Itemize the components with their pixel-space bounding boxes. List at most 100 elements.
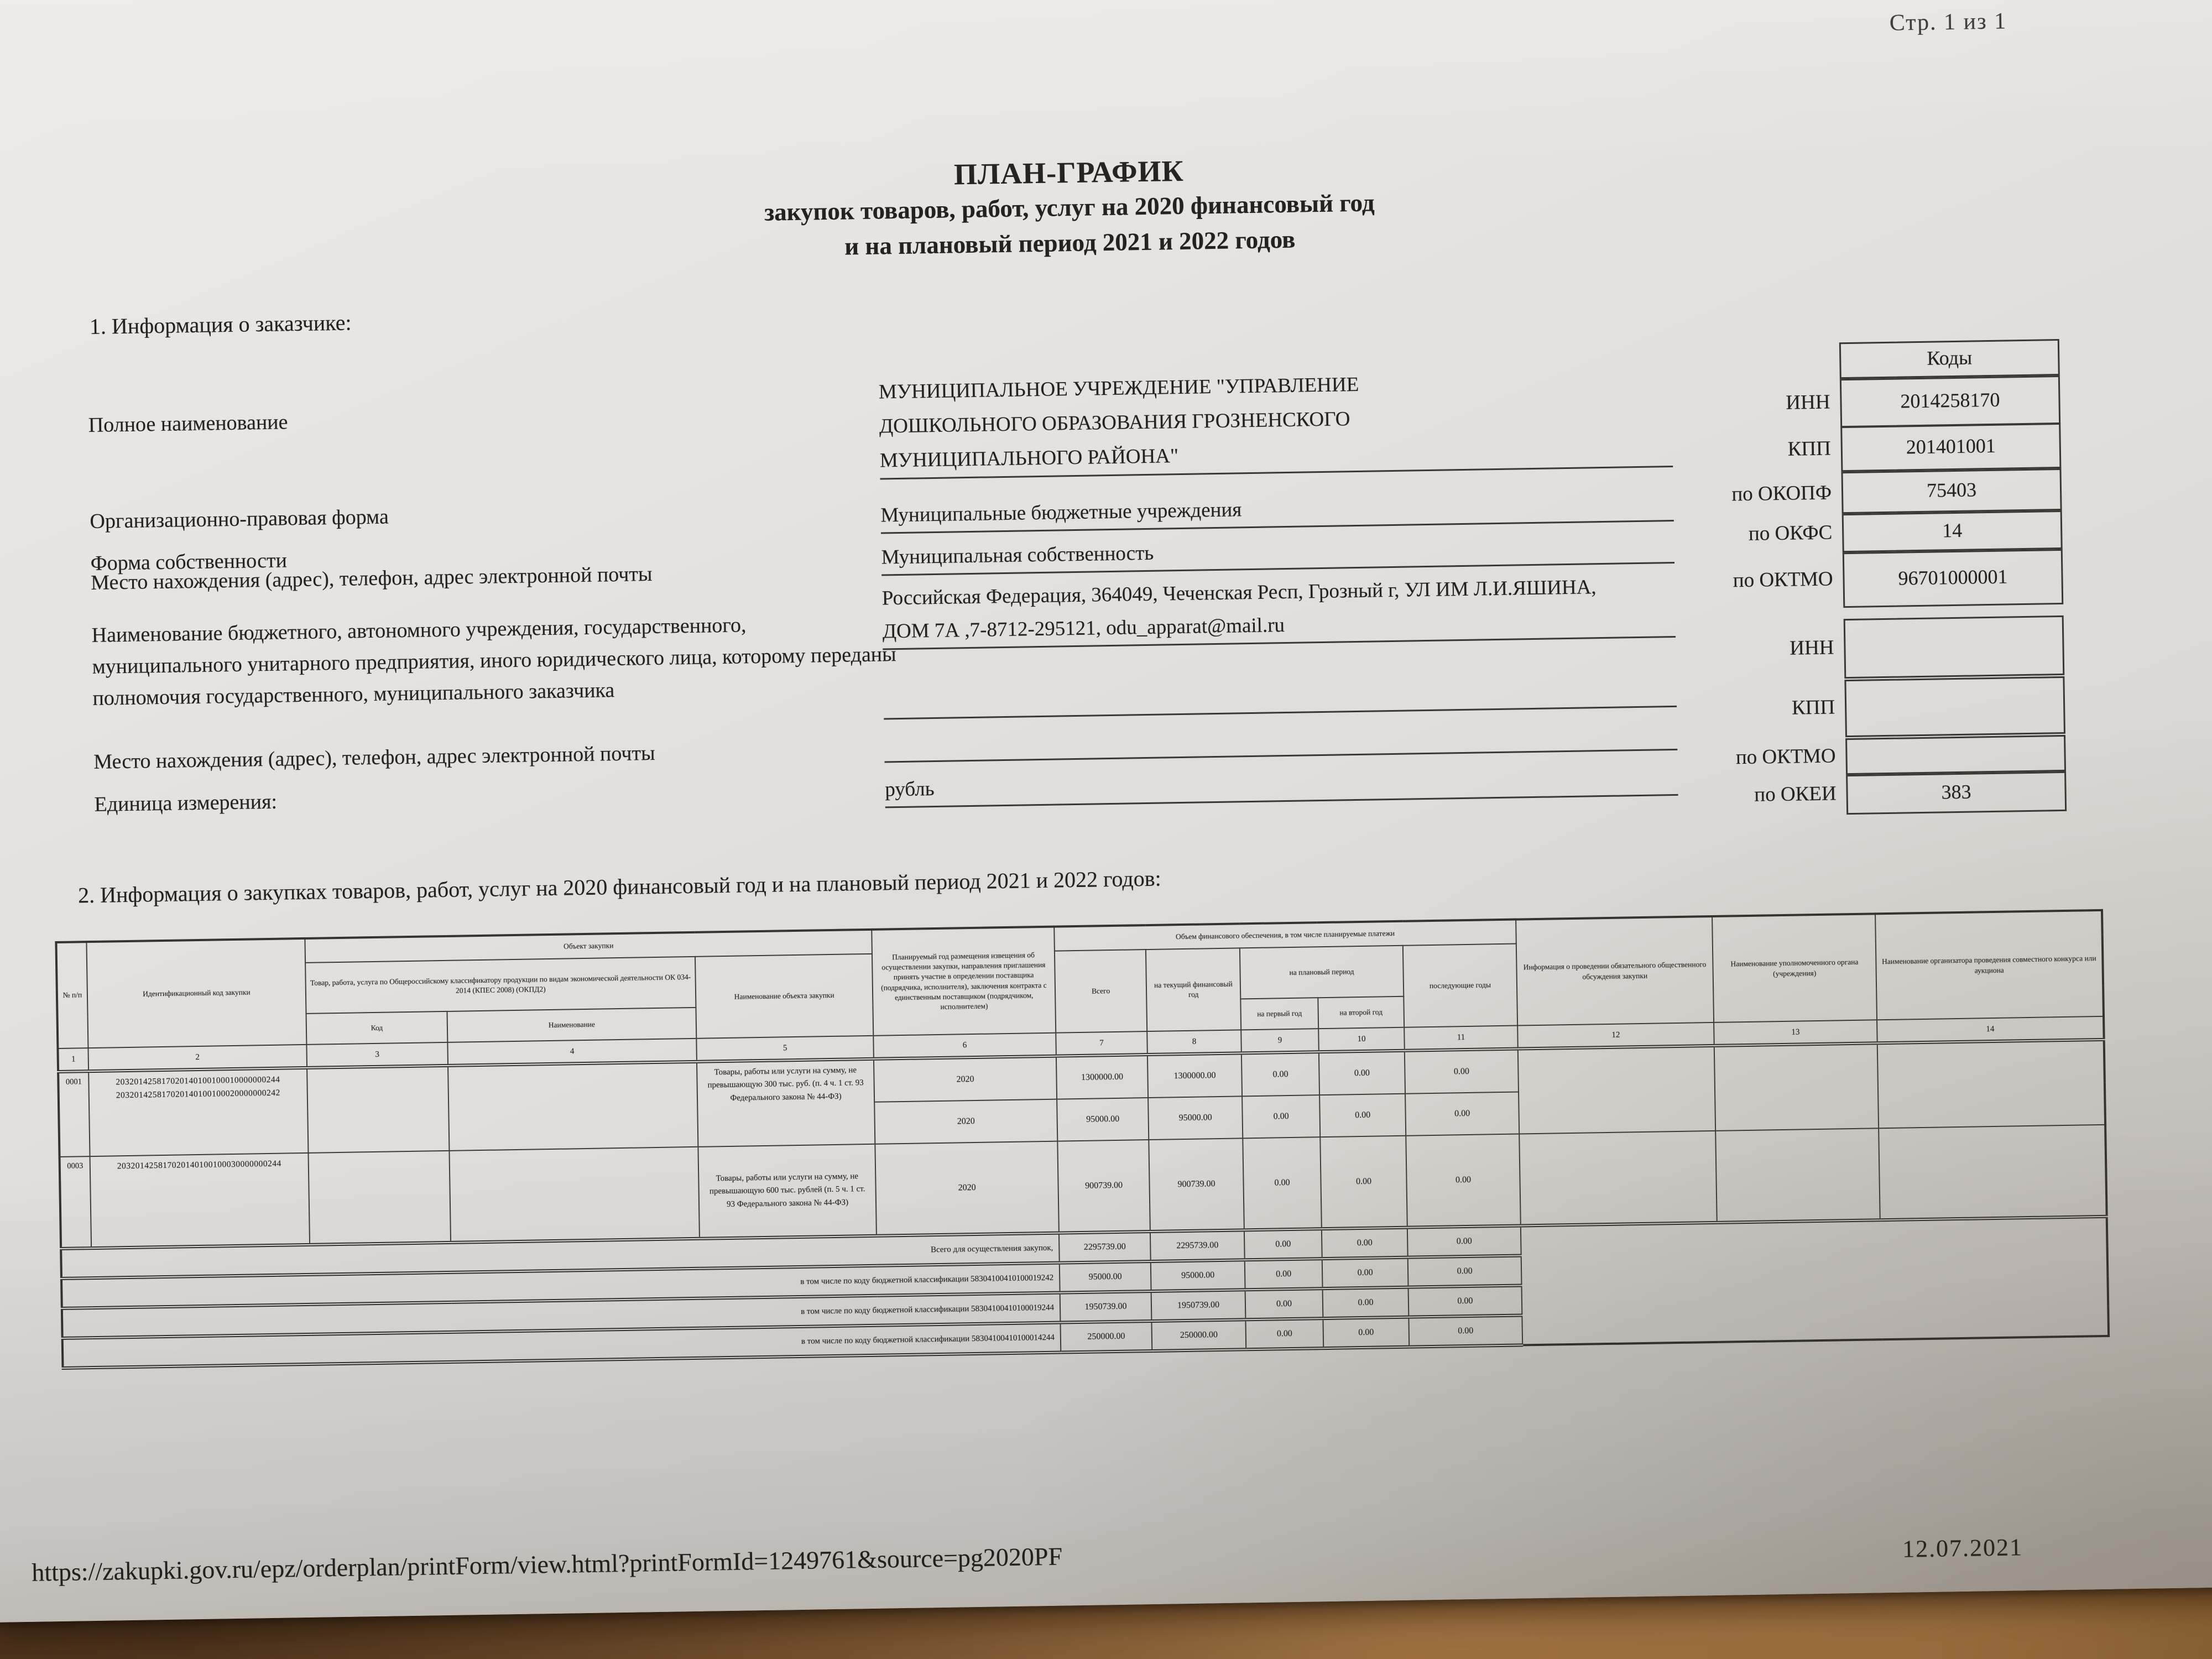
col-number: 10 — [1318, 1027, 1405, 1052]
total-cell: 1950739.00 — [1060, 1291, 1152, 1323]
col-number: 6 — [873, 1032, 1056, 1059]
col-header-ikz: Идентификационный код закупки — [86, 938, 307, 1048]
cell-current-year: 900739.00 — [1149, 1138, 1244, 1232]
cell-subsequent-years: 0.00 — [1404, 1048, 1519, 1094]
code-label-oktmo-2: по ОКТМО — [1735, 744, 1836, 769]
field-value-budget-institution-empty — [883, 674, 1677, 720]
document-content: Стр. 1 из 1 ПЛАН-ГРАФИК закупок товаров,… — [31, 8, 2110, 1587]
section2-heading: 2. Информация о закупках товаров, работ,… — [77, 865, 1162, 908]
code-label-kpp-2: КПП — [1791, 696, 1835, 719]
code-label-okei: по ОКЕИ — [1754, 782, 1837, 806]
total-cell: 0.00 — [1407, 1255, 1522, 1287]
col-number: 12 — [1517, 1022, 1714, 1049]
field-value-full-name: МУНИЦИПАЛЬНОЕ УЧРЕЖДЕНИЕ "УПРАВЛЕНИЕ ДОШ… — [878, 363, 1673, 480]
empty-cell — [1714, 1043, 1879, 1131]
col-header-okpd: Товар, работа, услуга по Общероссийскому… — [305, 956, 696, 1014]
code-value-inn-2 — [1843, 615, 2065, 679]
total-cell: 0.00 — [1245, 1288, 1323, 1320]
col-header-discussion: Информация о проведении обязательного об… — [1516, 916, 1714, 1026]
col-header-second-year: на второй год — [1318, 996, 1405, 1029]
total-cell: 0.00 — [1408, 1315, 1523, 1347]
section1-heading: 1. Информация о заказчике: — [89, 310, 352, 339]
empty-cell — [1879, 1124, 2107, 1220]
code-value-okei: 383 — [1846, 771, 2067, 815]
total-cell: 0.00 — [1322, 1287, 1409, 1319]
field-value-unit: рубль — [884, 760, 1678, 808]
total-cell: 0.00 — [1321, 1227, 1408, 1259]
code-value-okfs: 14 — [1841, 510, 2063, 553]
footer-url: https://zakupki.gov.ru/epz/orderplan/pri… — [31, 1542, 1063, 1587]
cell-total: 95000.00 — [1057, 1098, 1149, 1141]
field-value-text: рубль — [884, 778, 935, 801]
field-value-ownership-form: Муниципальная собственность — [881, 528, 1675, 576]
footer-date: 12.07.2021 — [1902, 1533, 2023, 1563]
col-header-okpd-name: Наименование — [447, 1007, 697, 1042]
cell-total: 1300000.00 — [1056, 1055, 1149, 1099]
field-label-budget-institution: Наименование бюджетного, автономного учр… — [91, 613, 896, 710]
col-number: 1 — [58, 1048, 89, 1072]
col-number: 4 — [447, 1038, 697, 1066]
code-label-kpp: КПП — [1787, 437, 1832, 461]
total-cell: 0.00 — [1244, 1259, 1323, 1290]
cell-total: 900739.00 — [1057, 1140, 1150, 1233]
code-label-okopf: по ОКОПФ — [1731, 481, 1832, 506]
cell-current-year: 95000.00 — [1148, 1096, 1243, 1140]
col-header-subsequent-years: последующие годы — [1402, 943, 1518, 1027]
cell-second-year: 0.00 — [1320, 1135, 1407, 1229]
total-cell: 2295739.00 — [1058, 1232, 1151, 1263]
code-label-inn: ИНН — [1786, 390, 1830, 414]
cell-first-year: 0.00 — [1242, 1095, 1321, 1139]
field-label-org-form: Организационно-правовая форма — [90, 505, 389, 533]
total-cell: 2295739.00 — [1150, 1230, 1245, 1261]
empty-cell — [448, 1061, 698, 1151]
field-label-full-name: Полное наименование — [88, 410, 288, 437]
code-label-oktmo: по ОКТМО — [1733, 567, 1833, 592]
code-value-oktmo: 96701000001 — [1842, 549, 2064, 608]
cell-year: 2020 — [874, 1099, 1058, 1144]
cell-year: 2020 — [875, 1141, 1059, 1236]
col-header-total: Всего — [1054, 950, 1147, 1033]
code-value-kpp-2 — [1844, 676, 2065, 738]
total-cell: 0.00 — [1408, 1285, 1522, 1317]
col-header-planning-period: на плановый период — [1239, 945, 1404, 999]
col-number: 3 — [306, 1042, 448, 1068]
col-number: 11 — [1404, 1025, 1518, 1051]
total-cell: 0.00 — [1245, 1318, 1324, 1350]
code-value-inn: 2014258170 — [1839, 375, 2061, 428]
field-value-text: Российская Федерация, 364049, Чеченская … — [881, 576, 1597, 643]
document-title: ПЛАН-ГРАФИК закупок товаров, работ, услу… — [543, 147, 1595, 269]
total-cell: 250000.00 — [1151, 1319, 1246, 1351]
codes-header-box: Коды — [1839, 338, 2060, 379]
total-cell: 0.00 — [1323, 1317, 1410, 1349]
empty-cell — [308, 1150, 451, 1245]
col-number: 8 — [1147, 1030, 1241, 1055]
total-cell: 0.00 — [1322, 1257, 1408, 1289]
cell-first-year: 0.00 — [1243, 1137, 1322, 1230]
col-header-year: Планируемый год размещения извещения об … — [872, 926, 1056, 1036]
col-number: 2 — [88, 1044, 307, 1072]
code-value-okopf: 75403 — [1841, 468, 2062, 514]
col-number: 14 — [1877, 1016, 2104, 1044]
total-cell: 0.00 — [1407, 1225, 1521, 1258]
col-header-first-year: на первый год — [1240, 998, 1319, 1030]
col-header-authority: Наименование уполномоченного органа (учр… — [1712, 914, 1877, 1022]
code-value-kpp: 201401001 — [1840, 422, 2062, 472]
cell-ikz: 203201425817020140100100030000000244 — [90, 1152, 310, 1249]
field-label-address-2: Место нахождения (адрес), телефон, адрес… — [93, 741, 655, 774]
empty-cell — [1517, 1045, 1716, 1134]
field-value-text: Муниципальные бюджетные учреждения — [880, 498, 1242, 527]
page-indicator: Стр. 1 из 1 — [1889, 8, 2007, 36]
total-cell: 95000.00 — [1150, 1260, 1245, 1291]
cell-first-year: 0.00 — [1241, 1052, 1320, 1097]
col-header-okpd-code: Код — [306, 1011, 448, 1045]
field-value-org-form: Муниципальные бюджетные учреждения — [880, 486, 1674, 534]
field-value-text: Муниципальная собственность — [881, 541, 1154, 569]
col-number: 9 — [1241, 1029, 1319, 1053]
cell-object-name: Товары, работы или услуги на сумму, не п… — [698, 1144, 877, 1239]
purchases-table: № п/п Идентификационный код закупки Объе… — [55, 909, 2110, 1370]
cell-row-num: 0001 — [58, 1071, 90, 1157]
code-value-oktmo-2 — [1845, 734, 2067, 775]
ikz-code-line: 203201425817020140100100030000000244 — [117, 1159, 281, 1171]
